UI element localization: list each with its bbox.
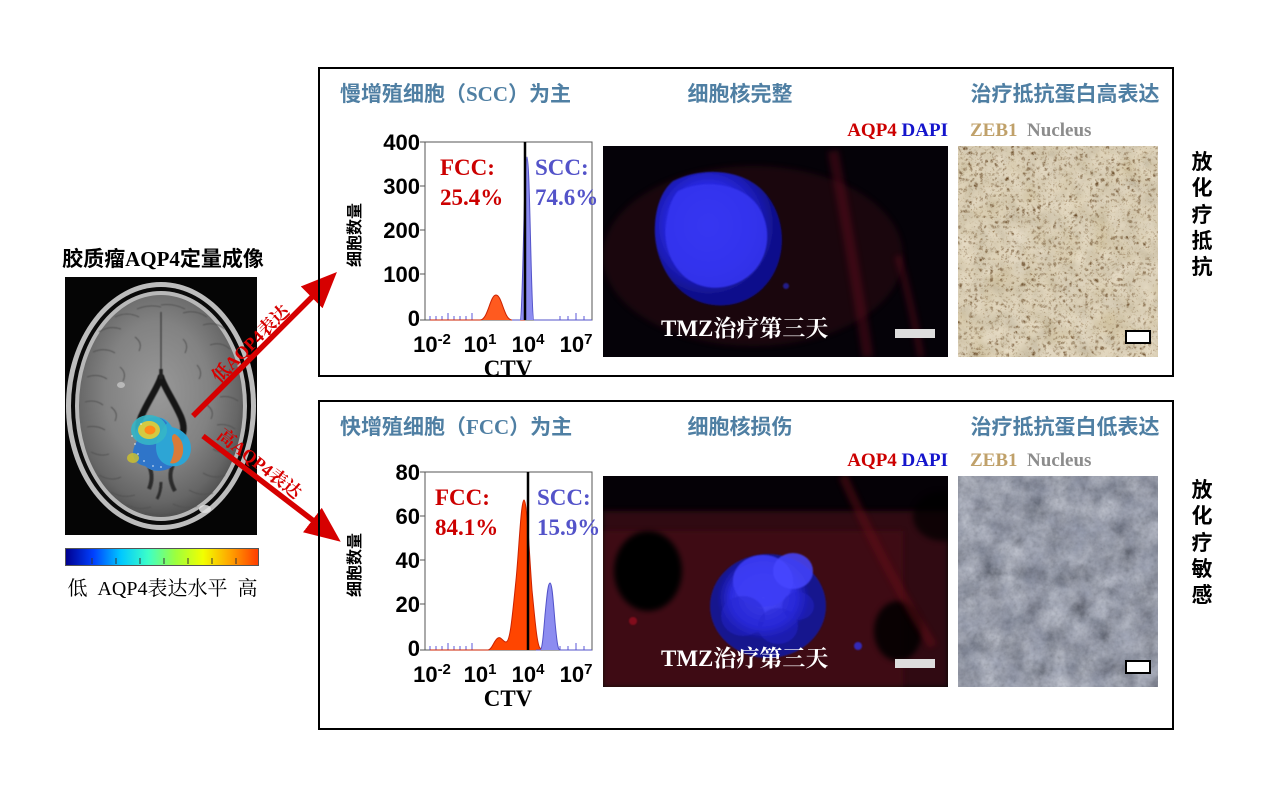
svg-text:107: 107 bbox=[560, 331, 593, 358]
svg-text:FCC:: FCC: bbox=[435, 485, 490, 510]
svg-text:15.9%: 15.9% bbox=[537, 515, 600, 540]
svg-text:CTV: CTV bbox=[484, 356, 533, 380]
svg-text:101: 101 bbox=[464, 661, 497, 688]
svg-text:107: 107 bbox=[560, 661, 593, 688]
svg-text:104: 104 bbox=[512, 661, 545, 688]
svg-text:TMZ治疗第三天: TMZ治疗第三天 bbox=[661, 316, 828, 341]
svg-text:CTV: CTV bbox=[484, 686, 533, 710]
svg-text:300: 300 bbox=[383, 174, 420, 199]
svg-text:101: 101 bbox=[464, 331, 497, 358]
svg-text:0: 0 bbox=[408, 306, 420, 331]
svg-text:10-2: 10-2 bbox=[413, 661, 451, 688]
svg-text:40: 40 bbox=[396, 548, 420, 573]
svg-text:104: 104 bbox=[512, 331, 545, 358]
svg-text:84.1%: 84.1% bbox=[435, 515, 498, 540]
svg-text:0: 0 bbox=[408, 636, 420, 661]
svg-text:SCC:: SCC: bbox=[535, 155, 589, 180]
svg-text:400: 400 bbox=[383, 130, 420, 155]
svg-text:74.6%: 74.6% bbox=[535, 185, 598, 210]
svg-text:25.4%: 25.4% bbox=[440, 185, 503, 210]
svg-text:20: 20 bbox=[396, 592, 420, 617]
svg-text:60: 60 bbox=[396, 504, 420, 529]
svg-text:100: 100 bbox=[383, 262, 420, 287]
svg-text:200: 200 bbox=[383, 218, 420, 243]
svg-text:SCC:: SCC: bbox=[537, 485, 591, 510]
svg-text:80: 80 bbox=[396, 460, 420, 485]
svg-text:10-2: 10-2 bbox=[413, 331, 451, 358]
svg-text:FCC:: FCC: bbox=[440, 155, 495, 180]
svg-text:细胞数量: 细胞数量 bbox=[346, 203, 364, 267]
svg-text:细胞数量: 细胞数量 bbox=[346, 533, 364, 597]
